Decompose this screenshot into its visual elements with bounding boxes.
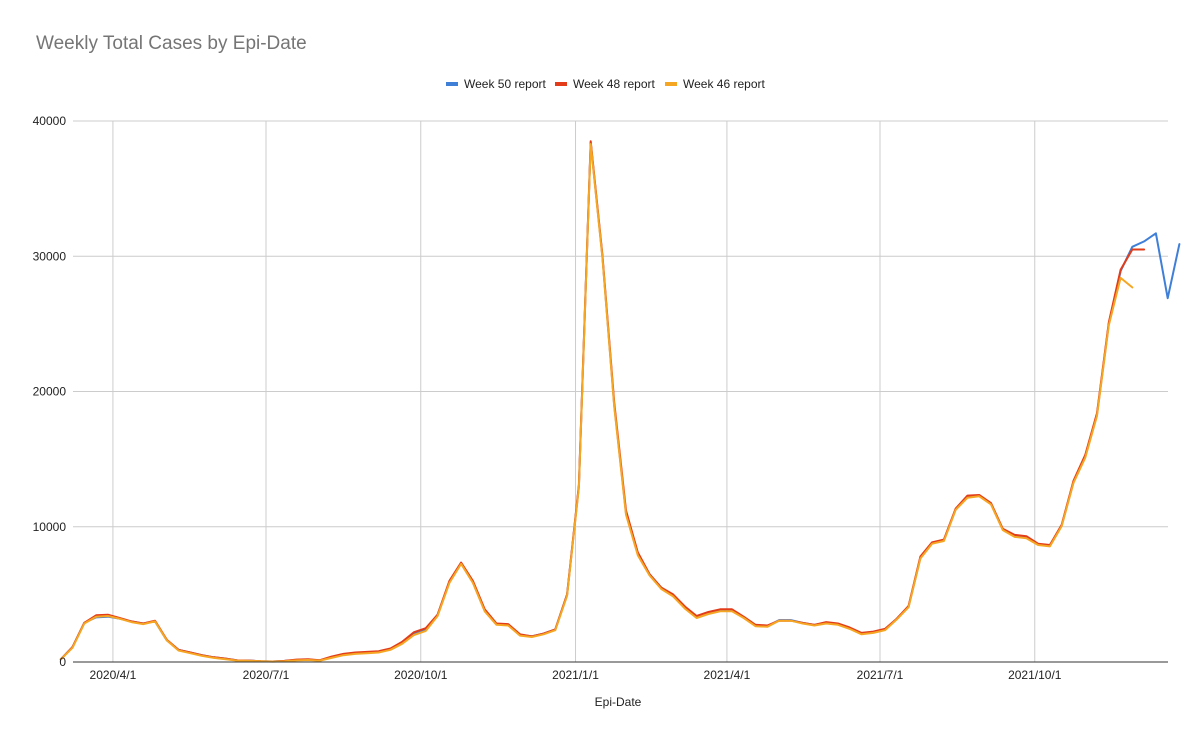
x-tick-label: 2021/1/1 xyxy=(552,668,599,682)
axes: 0 10000 20000 30000 40000 2020/4/1 2020/7/1 202… xyxy=(33,114,1168,682)
legend-label-week-50-report: Week 50 report xyxy=(464,77,546,91)
legend-swatch-week-50-report xyxy=(446,82,458,86)
chart-title: Weekly Total Cases by Epi-Date xyxy=(36,33,307,54)
x-tick-label: 2020/10/1 xyxy=(394,668,448,682)
x-tick-label: 2020/4/1 xyxy=(90,668,137,682)
x-tick-label: 2021/10/1 xyxy=(1008,668,1062,682)
legend-label-week-48-report: Week 48 report xyxy=(573,77,655,91)
y-tick-label: 20000 xyxy=(33,385,67,399)
y-tick-label: 10000 xyxy=(33,520,67,534)
y-tick-label: 30000 xyxy=(33,249,67,263)
y-tick-label: 40000 xyxy=(33,114,67,128)
y-tick-label: 0 xyxy=(59,655,66,669)
series-layer xyxy=(59,140,1181,663)
legend: Week 50 report Week 48 report Week 46 repo… xyxy=(446,77,765,91)
series-line-week-50-report xyxy=(59,141,1181,663)
series-line-week-46-report xyxy=(59,143,1134,663)
x-axis-title: Epi-Date xyxy=(595,695,642,709)
x-tick-label: 2020/7/1 xyxy=(243,668,290,682)
x-tick-label: 2021/7/1 xyxy=(857,668,904,682)
series-line-week-48-report xyxy=(59,140,1146,663)
legend-label-week-46-report: Week 46 report xyxy=(683,77,765,91)
x-tick-label: 2021/4/1 xyxy=(704,668,751,682)
legend-swatch-week-48-report xyxy=(555,82,567,86)
legend-swatch-week-46-report xyxy=(665,82,677,86)
grid-lines xyxy=(73,120,1168,662)
